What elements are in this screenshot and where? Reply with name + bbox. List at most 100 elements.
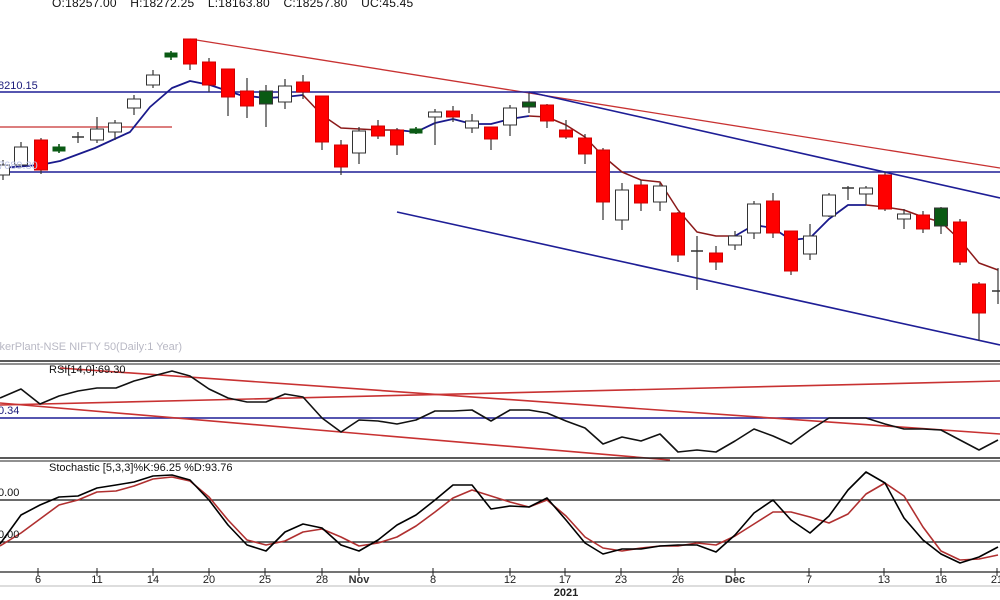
candlestick[interactable] bbox=[334, 140, 348, 175]
candlestick[interactable] bbox=[803, 224, 817, 260]
x-tick-label: 21 bbox=[990, 574, 1000, 586]
candlestick[interactable] bbox=[747, 201, 761, 239]
candle-body bbox=[390, 129, 404, 146]
x-tick-label: 25 bbox=[258, 574, 272, 586]
rsi-title: RSI[14,0]:69.30 bbox=[49, 364, 126, 376]
candlestick[interactable] bbox=[278, 79, 292, 109]
candle-body bbox=[953, 221, 967, 263]
candlestick[interactable] bbox=[315, 95, 329, 150]
candlestick[interactable] bbox=[465, 114, 479, 133]
x-tick-label: Dec bbox=[724, 574, 746, 586]
candle-body bbox=[709, 252, 723, 263]
x-tick-label: 23 bbox=[614, 574, 628, 586]
candlestick[interactable] bbox=[953, 219, 967, 265]
candlestick[interactable] bbox=[992, 268, 1000, 304]
candlestick[interactable] bbox=[709, 246, 723, 270]
candle-body bbox=[503, 107, 517, 126]
candlestick[interactable] bbox=[409, 127, 423, 134]
candlestick[interactable] bbox=[540, 104, 554, 128]
candle-body bbox=[728, 235, 742, 246]
candle-body bbox=[559, 129, 573, 138]
candlestick[interactable] bbox=[352, 127, 366, 164]
candle-body bbox=[540, 104, 554, 122]
stochastic-title: Stochastic [5,3,3]%K:96.25 %D:93.76 bbox=[49, 462, 233, 474]
candle-body bbox=[803, 235, 817, 255]
x-tick-label: 11 bbox=[91, 574, 103, 586]
price-panel bbox=[0, 38, 1000, 346]
low-value: L:18163.80 bbox=[207, 0, 270, 10]
close-value: C:18257.80 bbox=[283, 0, 348, 10]
candle-body bbox=[0, 164, 10, 176]
year-label: 2021 bbox=[553, 587, 579, 599]
candlestick[interactable] bbox=[766, 193, 780, 238]
candlestick[interactable] bbox=[164, 51, 178, 60]
blue-channel-line bbox=[528, 91, 1000, 199]
candlestick[interactable] bbox=[578, 134, 592, 164]
candlestick[interactable] bbox=[934, 207, 948, 234]
candlestick[interactable] bbox=[671, 212, 685, 262]
candlestick[interactable] bbox=[503, 105, 517, 136]
candlestick[interactable] bbox=[34, 138, 48, 174]
candlestick[interactable] bbox=[842, 186, 854, 200]
rsi-panel bbox=[0, 367, 1000, 461]
candlestick[interactable] bbox=[878, 172, 892, 211]
candlestick[interactable] bbox=[653, 183, 667, 211]
candlestick[interactable] bbox=[559, 120, 573, 139]
candlestick[interactable] bbox=[221, 68, 235, 116]
candlestick[interactable] bbox=[183, 38, 197, 70]
candlestick[interactable] bbox=[522, 93, 536, 113]
candle-body bbox=[334, 144, 348, 168]
candle-body bbox=[615, 189, 629, 221]
candle-body bbox=[972, 283, 986, 314]
rsi-trendline bbox=[0, 380, 1000, 406]
lower-level-label: 7689.30 bbox=[0, 160, 38, 172]
candlestick[interactable] bbox=[127, 95, 141, 115]
candlestick[interactable] bbox=[484, 126, 498, 150]
blue-channel-line bbox=[396, 211, 1000, 346]
candle-body bbox=[90, 128, 104, 141]
candlestick[interactable] bbox=[72, 132, 84, 143]
candlestick[interactable] bbox=[390, 128, 404, 155]
candle-body bbox=[278, 85, 292, 103]
candlestick[interactable] bbox=[615, 183, 629, 230]
candle-body bbox=[371, 125, 385, 137]
candle-body bbox=[14, 146, 28, 166]
rsi-trendline bbox=[0, 402, 671, 461]
candlestick[interactable] bbox=[784, 230, 798, 275]
candle-body bbox=[878, 174, 892, 210]
candlestick[interactable] bbox=[428, 109, 442, 145]
candlestick[interactable] bbox=[691, 236, 703, 290]
candlestick[interactable] bbox=[446, 106, 460, 122]
candlestick[interactable] bbox=[0, 160, 10, 180]
candlestick[interactable] bbox=[146, 70, 160, 88]
stochastic-k-line bbox=[0, 471, 999, 564]
candlestick[interactable] bbox=[822, 193, 836, 217]
candlestick[interactable] bbox=[202, 58, 216, 92]
x-tick-label: 17 bbox=[558, 574, 572, 586]
candlestick[interactable] bbox=[296, 75, 310, 99]
candle-body bbox=[859, 187, 873, 195]
candlestick[interactable] bbox=[596, 148, 610, 220]
open-value: O:18257.00 bbox=[52, 0, 117, 10]
candlestick[interactable] bbox=[728, 231, 742, 250]
candlestick[interactable] bbox=[259, 85, 273, 127]
candlestick[interactable] bbox=[240, 78, 254, 118]
candlestick[interactable] bbox=[634, 180, 648, 211]
candle-body bbox=[34, 139, 48, 171]
candlestick[interactable] bbox=[108, 120, 122, 140]
candlestick[interactable] bbox=[90, 117, 104, 143]
candle-body bbox=[259, 90, 273, 105]
candlestick[interactable] bbox=[897, 209, 911, 229]
candle-body bbox=[108, 122, 122, 133]
moving-average-line bbox=[865, 204, 999, 271]
candlestick[interactable] bbox=[859, 186, 873, 205]
candlestick[interactable] bbox=[972, 282, 986, 341]
candlestick[interactable] bbox=[916, 211, 930, 233]
candlestick[interactable] bbox=[371, 120, 385, 139]
candle-body bbox=[596, 149, 610, 203]
candlestick[interactable] bbox=[14, 142, 28, 168]
change-value: UC:45.45 bbox=[361, 0, 414, 10]
candlestick[interactable] bbox=[52, 144, 66, 153]
candle-body bbox=[522, 101, 536, 108]
